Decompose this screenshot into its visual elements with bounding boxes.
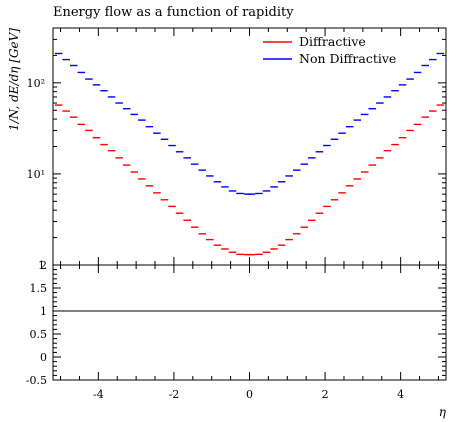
x-tick-label: 2 xyxy=(322,388,329,401)
x-tick-label: -4 xyxy=(93,388,104,401)
y-axis-label: 1/N, dE/dη [GeV] xyxy=(7,28,21,131)
legend-label: Diffractive xyxy=(299,34,366,49)
legend-label: Non Diffractive xyxy=(299,51,396,66)
ratio-y-tick-label: 2 xyxy=(40,259,47,272)
ratio-y-tick-label: 1 xyxy=(40,305,47,318)
x-tick-label: 0 xyxy=(246,388,253,401)
ratio-y-tick-label: 1.5 xyxy=(30,282,48,295)
ratio-y-tick-label: 0 xyxy=(40,351,47,364)
x-tick-label: -2 xyxy=(169,388,180,401)
x-tick-label: 4 xyxy=(397,388,404,401)
ratio-y-tick-label: -0.5 xyxy=(26,374,47,387)
ratio-plot-frame xyxy=(52,264,447,381)
ratio-y-tick-label: 0.5 xyxy=(30,328,48,341)
x-axis-label: η xyxy=(439,405,447,419)
y-tick-label: 10¹ xyxy=(27,168,45,181)
y-tick-label: 1 xyxy=(38,259,45,272)
y-tick-label: 10² xyxy=(27,77,45,90)
chart-title: Energy flow as a function of rapidity xyxy=(53,5,294,20)
